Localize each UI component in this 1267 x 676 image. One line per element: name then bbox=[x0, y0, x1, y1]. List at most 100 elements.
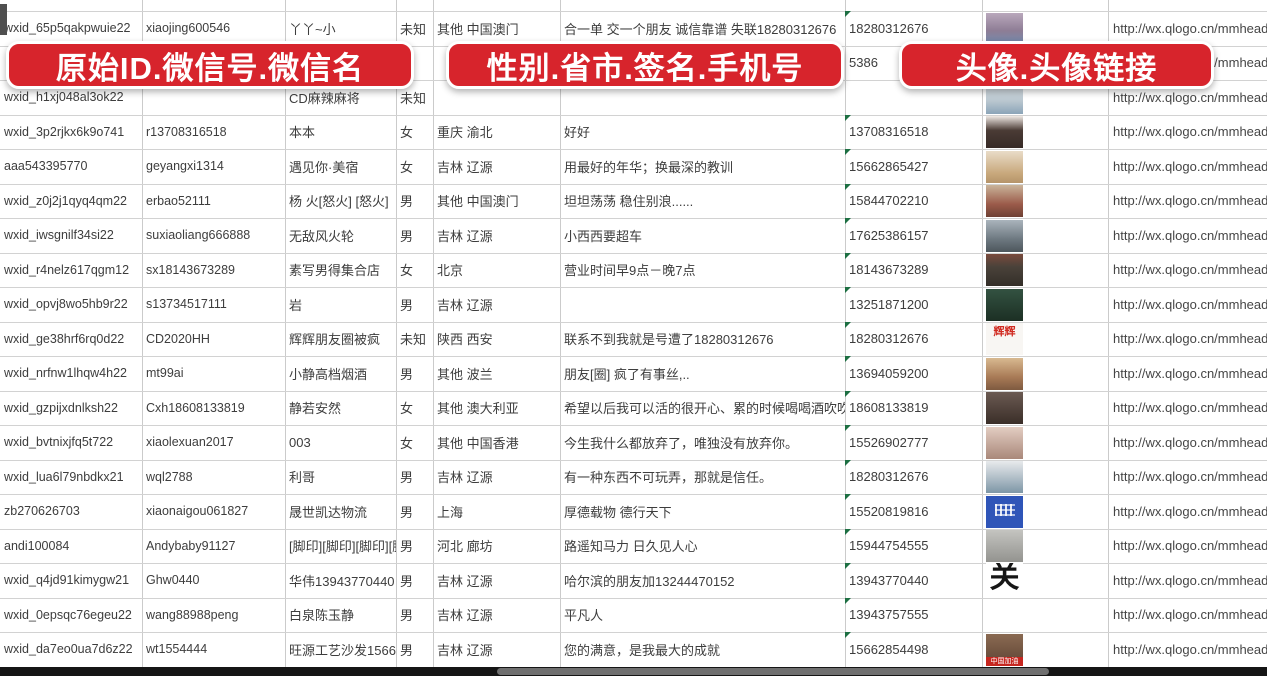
cell-avatar[interactable] bbox=[982, 494, 1108, 529]
cell-region[interactable]: 吉林 辽源 bbox=[433, 632, 560, 667]
cell-phone[interactable]: 13943770440 bbox=[845, 563, 982, 598]
cell-signature[interactable]: 希望以后我可以活的很开心、累的时候喝喝酒吹吹[ bbox=[560, 391, 845, 426]
cell-wechat-name[interactable]: 杨 火[怒火] [怒火] bbox=[285, 184, 396, 219]
cell-region[interactable]: 吉林 辽源 bbox=[433, 460, 560, 495]
cell-phone[interactable]: 5386 bbox=[845, 46, 982, 81]
cell-region[interactable]: 吉林 辽源 bbox=[433, 149, 560, 184]
cell-avatar[interactable] bbox=[982, 391, 1108, 426]
cell-signature[interactable]: 厚德载物 德行天下 bbox=[560, 494, 845, 529]
cell-wechat-number[interactable]: CD2020HH bbox=[142, 322, 285, 357]
cell-avatar[interactable]: 中国加油 bbox=[982, 632, 1108, 667]
cell-wechat-number[interactable]: erbao52111 bbox=[142, 184, 285, 219]
cell-region[interactable]: 其他 波兰 bbox=[433, 356, 560, 391]
cell-avatar-url[interactable]: http://wx.qlogo.cn/mmhead bbox=[1108, 494, 1267, 529]
cell-region[interactable]: 陕西 西安 bbox=[433, 322, 560, 357]
cell-region[interactable]: 重庆 渝北 bbox=[433, 115, 560, 150]
cell-wechat-name[interactable]: CD麻辣麻将 bbox=[285, 80, 396, 115]
cell-wechat-name[interactable]: 岩 bbox=[285, 287, 396, 322]
cell-wechat-number[interactable]: Ghw0440 bbox=[142, 563, 285, 598]
cell-region[interactable]: 其他 中国澳门 bbox=[433, 11, 560, 46]
cell-avatar[interactable] bbox=[982, 425, 1108, 460]
cell-wechat-number[interactable]: mt99ai bbox=[142, 356, 285, 391]
cell-signature[interactable]: 路遥知马力 日久见人心 bbox=[560, 529, 845, 564]
cell-wechat-number[interactable]: xiaojing600546 bbox=[142, 11, 285, 46]
cell-wechat-number[interactable]: r13708316518 bbox=[142, 115, 285, 150]
cell-wechat-name[interactable]: 旺源工艺沙发15662854 bbox=[285, 632, 396, 667]
cell-avatar-url[interactable]: http://wx.qlogo.cn/mmhead bbox=[1108, 425, 1267, 460]
cell-wxid[interactable]: wxid_65p5qakpwuie22 bbox=[0, 11, 142, 46]
cell-phone[interactable]: 15844702210 bbox=[845, 183, 982, 219]
cell-wechat-number[interactable]: geyangxi1314 bbox=[142, 149, 285, 184]
cell-wxid[interactable]: aaa543395770 bbox=[0, 149, 142, 184]
cell-wechat-number[interactable]: xiaonaigou061827 bbox=[142, 494, 285, 529]
cell-gender[interactable]: 男 bbox=[396, 287, 433, 322]
cell-phone[interactable]: 18280312676 bbox=[845, 459, 982, 495]
cell-avatar-url[interactable]: http://wx.qlogo.cn/mmhead bbox=[1108, 563, 1267, 598]
cell-wechat-number[interactable]: xiaolexuan2017 bbox=[142, 425, 285, 460]
cell-signature[interactable] bbox=[560, 287, 845, 322]
cell-wechat-name[interactable]: 无敌风火轮 bbox=[285, 218, 396, 253]
cell-gender[interactable]: 男 bbox=[396, 529, 433, 564]
cell-gender[interactable]: 未知 bbox=[396, 80, 433, 115]
cell-avatar[interactable] bbox=[982, 529, 1108, 564]
cell-wechat-number[interactable]: suxiaoliang666888 bbox=[142, 218, 285, 253]
cell-avatar-url[interactable]: http://wx.qlogo.cn/mmhead bbox=[1108, 80, 1267, 115]
horizontal-scrollbar[interactable] bbox=[0, 667, 1267, 676]
cell-wxid[interactable]: wxid_z0j2j1qyq4qm22 bbox=[0, 184, 142, 219]
cell-phone[interactable]: 15520819816 bbox=[845, 494, 982, 529]
cell-region[interactable]: 北京 bbox=[433, 253, 560, 288]
cell-gender[interactable]: 女 bbox=[396, 425, 433, 460]
cell-wechat-name[interactable]: [脚印][脚印][脚印][脚印 bbox=[285, 529, 396, 564]
cell-phone[interactable]: 13708316518 bbox=[845, 114, 982, 150]
cell-region[interactable]: 其他 澳大利亚 bbox=[433, 391, 560, 426]
cell-signature[interactable]: 用最好的年华；换最深的教训 bbox=[560, 149, 845, 184]
cell-avatar[interactable] bbox=[982, 598, 1108, 633]
cell-avatar-url[interactable]: http://wx.qlogo.cn/mmhead bbox=[1108, 253, 1267, 288]
cell-signature[interactable]: 小西西要超车 bbox=[560, 218, 845, 253]
cell-wechat-name[interactable]: 华伟13943770440 bbox=[285, 563, 396, 598]
cell-phone[interactable]: 15662865427 bbox=[845, 149, 982, 184]
cell-signature[interactable]: 平凡人 bbox=[560, 598, 845, 633]
cell-avatar-url[interactable]: http://wx.qlogo.cn/mmhead bbox=[1108, 218, 1267, 253]
cell-avatar[interactable] bbox=[982, 253, 1108, 288]
cell-wechat-name[interactable]: 辉辉朋友圈被疯 bbox=[285, 322, 396, 357]
cell-wechat-number[interactable]: wang88988peng bbox=[142, 598, 285, 633]
cell-wechat-number[interactable]: wql2788 bbox=[142, 460, 285, 495]
cell-wechat-name[interactable]: 白泉陈玉静 bbox=[285, 598, 396, 633]
cell-wechat-name[interactable]: 遇见你·美宿 bbox=[285, 149, 396, 184]
cell-gender[interactable]: 未知 bbox=[396, 11, 433, 46]
cell-wxid[interactable]: wxid_opvj8wo5hb9r22 bbox=[0, 287, 142, 322]
cell-wxid[interactable]: wxid_gzpijxdnlksh22 bbox=[0, 391, 142, 426]
cell-wxid[interactable]: wxid_h1xj048al3ok22 bbox=[0, 80, 142, 115]
cell-wechat-number[interactable]: wt1554444 bbox=[142, 632, 285, 667]
cell-avatar-url[interactable]: http://wx.qlogo.cn/mmhead bbox=[1108, 460, 1267, 495]
cell-wxid[interactable]: wxid_0epsqc76egeu22 bbox=[0, 598, 142, 633]
cell-wxid[interactable]: wxid_ge38hrf6rq0d22 bbox=[0, 322, 142, 357]
cell-avatar-url[interactable]: http://wx.qlogo.cn/mmhead bbox=[1108, 149, 1267, 184]
cell-wxid[interactable]: wxid_r4nelz617qgm12 bbox=[0, 253, 142, 288]
cell-phone[interactable]: 13943757555 bbox=[845, 597, 982, 633]
cell-gender[interactable]: 男 bbox=[396, 460, 433, 495]
cell-signature[interactable]: 哈尔滨的朋友加13244470152 bbox=[560, 563, 845, 598]
cell-region[interactable]: 吉林 辽源 bbox=[433, 218, 560, 253]
cell-wechat-name[interactable]: 本本 bbox=[285, 115, 396, 150]
cell-wechat-name[interactable]: 利哥 bbox=[285, 460, 396, 495]
cell-wxid[interactable]: andi100084 bbox=[0, 529, 142, 564]
cell-region[interactable]: 其他 中国澳门 bbox=[433, 184, 560, 219]
cell-avatar-url[interactable]: http://wx.qlogo.cn/mmhead bbox=[1108, 391, 1267, 426]
cell-wxid[interactable]: wxid_da7eo0ua7d6z22 bbox=[0, 632, 142, 667]
cell-phone[interactable]: 15526902777 bbox=[845, 425, 982, 460]
cell-gender[interactable]: 男 bbox=[396, 563, 433, 598]
cell-avatar[interactable] bbox=[982, 11, 1108, 46]
cell-wechat-number[interactable]: Cxh18608133819 bbox=[142, 391, 285, 426]
cell-region[interactable]: 河北 廊坊 bbox=[433, 529, 560, 564]
cell-avatar[interactable] bbox=[982, 356, 1108, 391]
scrollbar-thumb[interactable] bbox=[497, 668, 1049, 675]
cell-gender[interactable]: 男 bbox=[396, 632, 433, 667]
cell-avatar-url[interactable]: http://wx.qlogo.cn/mmhead bbox=[1108, 632, 1267, 667]
cell-signature[interactable]: 有一种东西不可玩弄，那就是信任。 bbox=[560, 460, 845, 495]
cell-wechat-name[interactable]: 003 bbox=[285, 425, 396, 460]
cell-gender[interactable]: 未知 bbox=[396, 322, 433, 357]
cell-gender[interactable]: 女 bbox=[396, 391, 433, 426]
cell-avatar[interactable] bbox=[982, 287, 1108, 322]
